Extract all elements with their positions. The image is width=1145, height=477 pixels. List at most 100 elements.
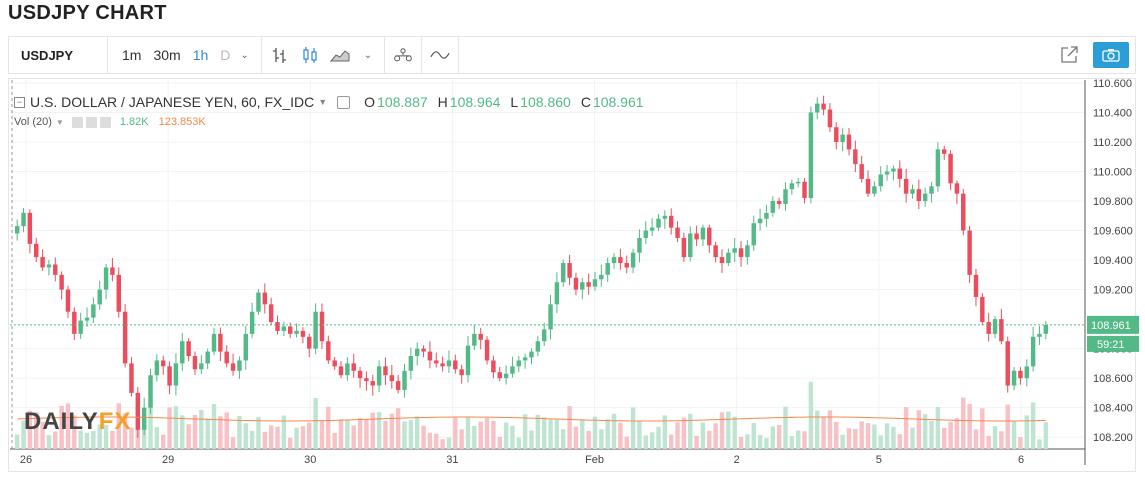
volume-bar [961,397,966,449]
volume-bar [840,434,845,449]
candle-body [97,289,102,305]
candle-body [815,103,820,113]
x-tick-label: 6 [1018,454,1024,466]
last-price-label: 108.961 [1091,320,1131,332]
volume-bar [313,398,318,449]
candle-body [27,212,33,244]
volume-ma-line [17,416,1046,422]
volume-bar [154,427,160,449]
volume-bar [973,429,979,449]
candle-body [148,375,153,408]
candle-body [834,127,839,142]
candle-body [268,304,274,323]
candle-body [1011,370,1017,386]
candle-body [402,370,407,390]
interval-1m[interactable]: 1m [122,47,142,63]
indicators-icon[interactable] [393,45,413,65]
candle-body [167,366,172,386]
candle-body [364,378,369,382]
volume-bar [122,413,128,449]
candle-body [700,227,706,240]
volume-bar [497,436,502,449]
candle-body [795,181,801,184]
high-label: H [437,94,448,110]
candle-body [389,375,395,382]
volume-bar [522,414,528,449]
candle-body [643,230,649,238]
candle-body [205,351,210,364]
volume-bar [573,426,579,449]
area-style-icon[interactable] [329,45,350,65]
volume-bar [180,415,185,449]
volume-bar [929,420,934,449]
candle-body [294,330,299,334]
volume-bar [21,420,26,449]
volume-bar [129,427,134,449]
y-tick-label: 110.600 [1093,78,1132,90]
volume-bar [167,407,172,449]
candle-style-icon[interactable] [300,45,320,65]
bar-style-icon[interactable] [270,45,290,65]
volume-bar [294,427,299,449]
candle-body [903,178,909,194]
volume-bar [967,403,972,449]
candle-body [135,392,141,430]
chart-container[interactable] [8,78,1136,472]
series-legend: − U.S. DOLLAR / JAPANESE YEN, 60, FX_IDC… [14,94,644,110]
candle-body [1024,366,1029,379]
volume-bar [916,410,922,449]
volume-bar [211,404,217,449]
volume-bar [891,426,896,449]
volume-bar [14,434,20,449]
collapse-legend-icon[interactable]: − [14,96,25,108]
x-tick-label: 2 [734,454,740,466]
snapshot-button[interactable] [1093,42,1129,68]
series-dropdown-icon[interactable]: ▼ [318,97,328,107]
open-value: 108.887 [377,94,428,110]
volume-visibility-icon[interactable] [71,116,83,128]
candle-body [218,333,223,352]
interval-30m[interactable]: 30m [153,47,181,63]
volume-bar [262,431,268,449]
volume-bar [237,415,242,449]
volume-remove-icon[interactable] [99,116,111,128]
interval-d[interactable]: D [220,47,231,63]
interval-1h[interactable]: 1h [192,47,209,63]
candle-body [421,348,426,352]
interval-dropdown-icon[interactable]: ⌄ [240,49,249,61]
volume-bar [72,415,77,449]
volume-bar [567,406,572,449]
volume-bar [351,425,356,449]
volume-bar [757,434,763,449]
volume-bar [78,430,83,449]
volume-bar [205,418,210,449]
candle-body [872,186,877,194]
volume-bar [91,430,96,449]
volume-bar [764,438,769,449]
volume-dropdown-icon[interactable]: ▼ [55,117,64,127]
style-dropdown-icon[interactable]: ⌄ [363,49,373,61]
candle-body [484,339,490,361]
candle-body [91,304,96,318]
candle-body [427,351,433,361]
volume-bar [827,410,833,449]
visibility-icon[interactable] [337,95,351,109]
volume-bar [776,424,782,449]
candle-body [211,333,217,352]
candle-body [561,263,566,283]
candle-body [827,109,833,128]
compare-icon[interactable] [430,45,450,65]
popout-icon[interactable] [1059,45,1079,65]
volume-bar [808,381,814,449]
candle-body [789,183,795,190]
volume-bar [783,406,788,449]
chart-toolbar: USDJPY 1m 30m 1h D ⌄ ⌄ [8,36,1136,74]
volume-settings-icon[interactable] [85,116,97,128]
volume-bar [446,437,452,449]
candle-body [719,257,725,264]
candle-body [154,360,160,376]
symbol-field[interactable]: USDJPY [21,47,74,63]
volume-bar [148,402,153,449]
candle-body [821,103,826,110]
